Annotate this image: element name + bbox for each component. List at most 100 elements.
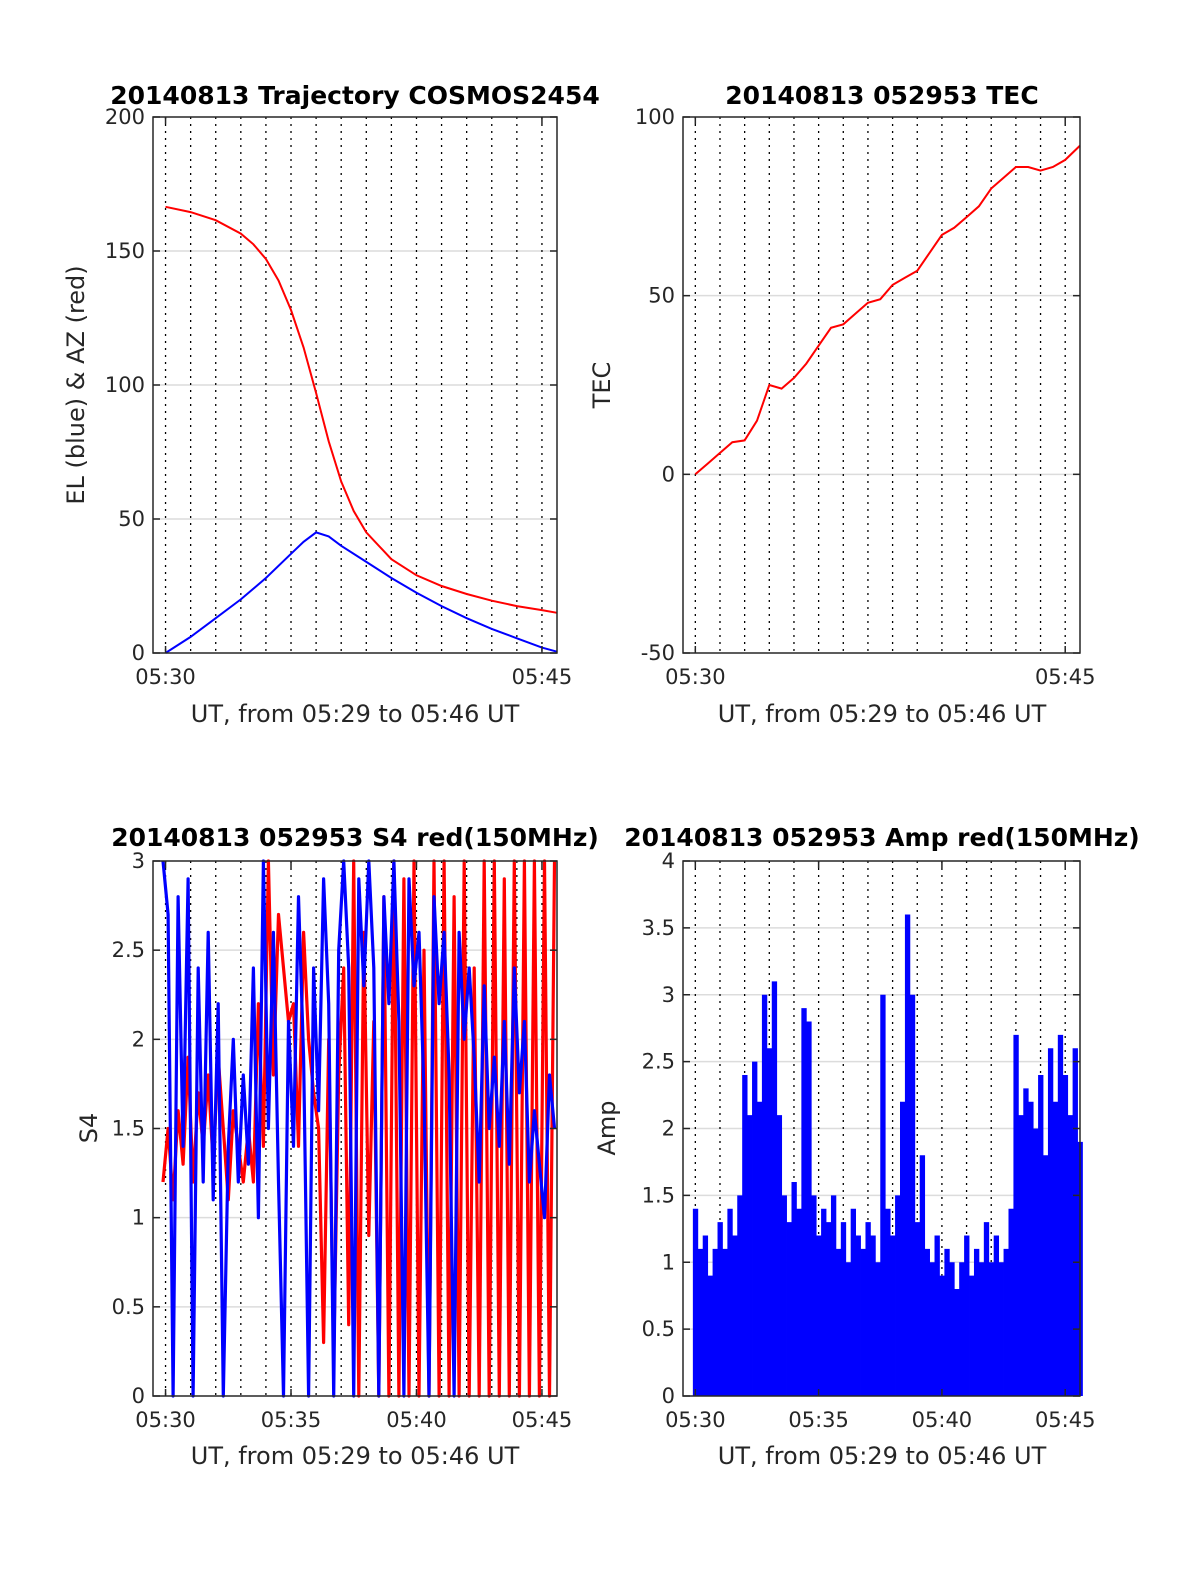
amp-bar xyxy=(791,1182,797,1396)
amp-bar xyxy=(983,1222,990,1396)
chart-title: 20140813 052953 Amp red(150MHz) xyxy=(624,823,1140,852)
amp-bar xyxy=(830,1195,837,1396)
amp-bar xyxy=(1062,1075,1069,1396)
y-axis-label: Amp xyxy=(593,1100,621,1155)
amp-bar xyxy=(826,1222,832,1396)
amp-bar xyxy=(1038,1075,1044,1396)
x-tick-label: 05:30 xyxy=(665,665,726,689)
amp-bar xyxy=(998,1262,1004,1396)
y-tick-label: 2 xyxy=(132,1027,145,1051)
amp-bar xyxy=(737,1195,743,1396)
amp-bar xyxy=(885,1208,891,1396)
amp-bar xyxy=(875,1262,881,1396)
y-tick-label: 1 xyxy=(662,1250,675,1274)
amp-bar xyxy=(939,1275,945,1396)
amp-bar xyxy=(717,1222,723,1396)
amp-bar xyxy=(692,1208,699,1396)
y-tick-label: 2.5 xyxy=(642,1050,675,1074)
plot-area-3: 0 0.5 1 1.5 2 2.5 3 3.5 4 05:30 05:35 05:40 05:45 xyxy=(642,849,1096,1432)
amp-bar xyxy=(840,1222,847,1396)
amp-bar xyxy=(727,1208,733,1396)
amp-bar xyxy=(914,1222,921,1396)
amp-bar xyxy=(816,1235,822,1396)
amp-bar xyxy=(835,1248,842,1396)
chart-title: 20140813 Trajectory COSMOS2454 xyxy=(110,81,600,110)
amp-bar xyxy=(697,1248,704,1396)
amp-bar xyxy=(1043,1155,1049,1396)
x-tick-label: 05:45 xyxy=(1035,1408,1096,1432)
chart-s4: UT, from 05:29 to 05:46 UT S4 xyxy=(75,1113,520,1470)
amp-bar xyxy=(766,1048,773,1396)
amp-bar xyxy=(707,1275,713,1396)
x-tick-label: 05:30 xyxy=(665,1408,726,1432)
y-tick-label: 0.5 xyxy=(642,1317,675,1341)
amp-bar xyxy=(993,1235,1000,1396)
x-axis-label: UT, from 05:29 to 05:46 UT xyxy=(191,1442,520,1470)
amp-bar xyxy=(949,1262,955,1396)
y-axis-label: TEC xyxy=(588,362,616,410)
amp-bar xyxy=(924,1248,930,1396)
x-tick-label: 05:30 xyxy=(135,1408,196,1432)
y-tick-label: 0 xyxy=(132,641,145,665)
amp-bar xyxy=(973,1248,980,1396)
amp-bar xyxy=(786,1222,792,1396)
x-tick-label: 05:35 xyxy=(788,1408,849,1432)
amp-bar xyxy=(1052,1101,1059,1396)
amp-bar xyxy=(1067,1115,1074,1396)
amp-bar xyxy=(1003,1248,1009,1396)
amp-bar xyxy=(732,1235,738,1396)
x-tick-label: 05:35 xyxy=(261,1408,322,1432)
amp-bar xyxy=(855,1235,861,1396)
amp-bar xyxy=(776,1115,783,1396)
amp-bar xyxy=(811,1195,817,1396)
amp-bar xyxy=(747,1115,753,1396)
y-tick-label: 0.5 xyxy=(112,1295,145,1319)
amp-bar xyxy=(712,1248,718,1396)
y-tick-label: 1.5 xyxy=(112,1117,145,1141)
x-axis-label: UT, from 05:29 to 05:46 UT xyxy=(718,700,1047,728)
amp-bar xyxy=(959,1262,965,1396)
axes-frame xyxy=(682,116,1081,654)
amp-bar xyxy=(801,1008,807,1396)
y-tick-label: 100 xyxy=(635,105,675,129)
y-tick-label: 3 xyxy=(662,983,675,1007)
y-tick-label: 3.5 xyxy=(642,916,675,940)
x-tick-label: 05:45 xyxy=(512,665,573,689)
amp-bar xyxy=(895,1195,901,1396)
x-axis-label: UT, from 05:29 to 05:46 UT xyxy=(718,1442,1047,1470)
amp-bar xyxy=(964,1235,970,1396)
amp-bar xyxy=(969,1275,975,1396)
amp-bar xyxy=(702,1235,709,1396)
amp-bar xyxy=(909,994,916,1396)
chart-tec: UT, from 05:29 to 05:46 UT TEC xyxy=(588,362,1047,728)
amp-bar xyxy=(722,1248,728,1396)
amp-bar xyxy=(771,981,778,1396)
y-tick-label: 50 xyxy=(118,507,145,531)
amp-bar xyxy=(944,1248,950,1396)
y-tick-label: 0 xyxy=(662,1384,675,1408)
amp-bar xyxy=(821,1208,827,1396)
chart-amp: UT, from 05:29 to 05:46 UT Amp xyxy=(593,1100,1047,1470)
series-line-1 xyxy=(161,859,557,1398)
amp-bar xyxy=(890,1235,896,1396)
plot-area-1: -50 0 50 100 05:30 05:45 xyxy=(635,105,1096,689)
chart-title: 20140813 052953 S4 red(150MHz) xyxy=(111,823,599,852)
amp-bar xyxy=(880,994,886,1396)
amp-bar xyxy=(806,1021,812,1396)
amp-bar xyxy=(845,1262,852,1396)
y-axis-label: EL (blue) & AZ (red) xyxy=(62,265,90,504)
amp-bar xyxy=(1057,1034,1064,1396)
chart-trajectory: UT, from 05:29 to 05:46 UT EL (blue) & A… xyxy=(62,265,520,728)
y-tick-label: 1 xyxy=(132,1206,145,1230)
amp-bar xyxy=(1008,1208,1014,1396)
amp-bar xyxy=(1028,1101,1034,1396)
amp-bar xyxy=(1033,1128,1039,1396)
x-axis-label: UT, from 05:29 to 05:46 UT xyxy=(191,700,520,728)
amp-bar xyxy=(954,1289,960,1396)
amp-bar xyxy=(781,1195,787,1396)
amp-bar xyxy=(988,1262,995,1396)
y-tick-label: 2 xyxy=(662,1117,675,1141)
amp-bar xyxy=(919,1155,926,1396)
amp-bar xyxy=(929,1262,935,1396)
